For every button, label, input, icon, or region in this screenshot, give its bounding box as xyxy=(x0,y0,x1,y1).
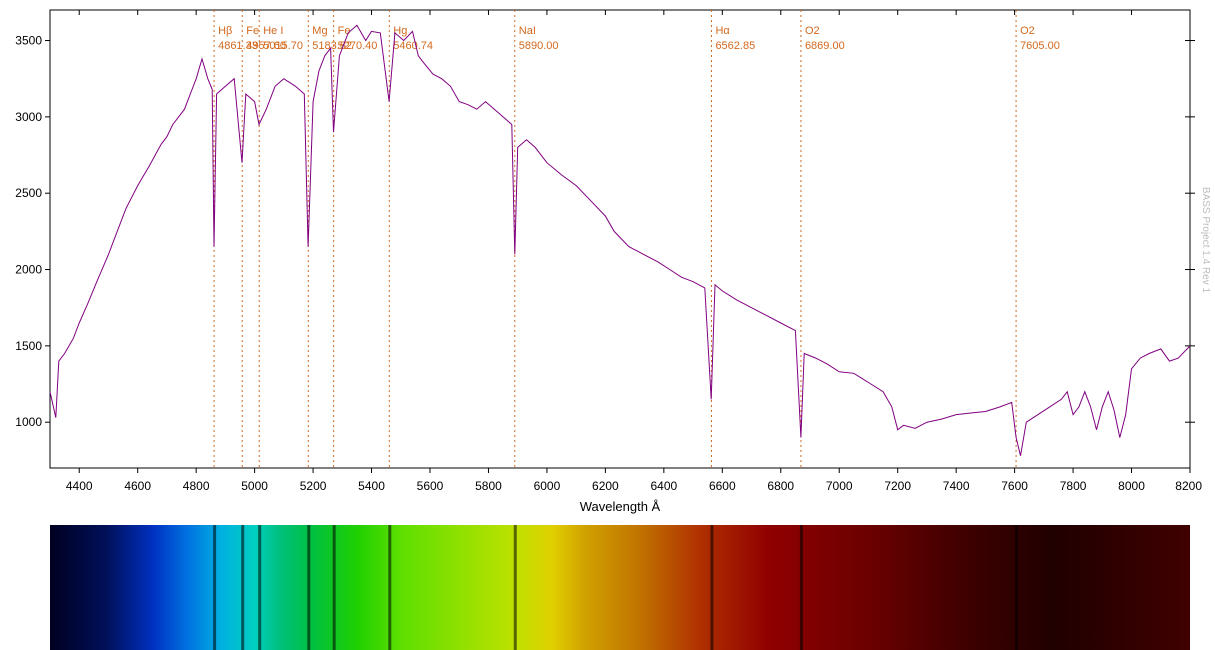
color-spectrum-strip xyxy=(50,525,1190,650)
x-tick-label: 6600 xyxy=(709,479,736,493)
x-tick-label: 5200 xyxy=(300,479,327,493)
absorption-band xyxy=(213,525,217,650)
absorption-band xyxy=(241,525,245,650)
x-tick-label: 8000 xyxy=(1118,479,1145,493)
x-tick-label: 7600 xyxy=(1001,479,1028,493)
spectral-line-wavelength: 6562.85 xyxy=(715,40,755,52)
spectral-line-wavelength: 5015.70 xyxy=(263,40,303,52)
spectral-line-name: O2 xyxy=(1020,25,1035,37)
absorption-band xyxy=(710,525,714,650)
x-tick-label: 5600 xyxy=(417,479,444,493)
spectral-line-name: Fe xyxy=(246,25,259,37)
plot-frame xyxy=(49,9,1191,469)
y-tick-label: 1000 xyxy=(15,415,42,429)
absorption-band xyxy=(1015,525,1019,650)
x-tick-label: 4800 xyxy=(183,479,210,493)
x-tick-label: 4400 xyxy=(66,479,93,493)
spectral-line-name: Mg xyxy=(312,25,327,37)
spectral-line-name: Hg xyxy=(393,25,407,37)
spectral-line-wavelength: 5890.00 xyxy=(519,40,559,52)
x-tick-label: 6000 xyxy=(534,479,561,493)
x-tick-label: 4600 xyxy=(124,479,151,493)
spectral-line-wavelength: 5460.74 xyxy=(393,40,433,52)
absorption-band xyxy=(799,525,803,650)
y-tick-label: 3000 xyxy=(15,110,42,124)
spectral-line-wavelength: 7605.00 xyxy=(1020,40,1060,52)
spectral-line-wavelength: 6869.00 xyxy=(805,40,845,52)
absorption-band xyxy=(258,525,262,650)
spectrum-chart: 4400 4600 4800 5000 5200 5400 5600 5800 6000 6200… xyxy=(15,9,1211,514)
spectral-line-wavelength: 4957.60 xyxy=(246,40,286,52)
axis-ticks: 4400 4600 4800 5000 5200 5400 5600 5800 6000 6200… xyxy=(15,10,1202,493)
x-tick-label: 5000 xyxy=(241,479,268,493)
absorption-bands xyxy=(213,525,1019,650)
spectral-line-name: O2 xyxy=(805,25,820,37)
absorption-band xyxy=(332,525,336,650)
x-tick-label: 6400 xyxy=(650,479,677,493)
y-tick-label: 3500 xyxy=(15,34,42,48)
spectral-line-name: He I xyxy=(263,25,283,37)
spectral-line-name: Hα xyxy=(715,25,730,37)
y-tick-label: 2000 xyxy=(15,263,42,277)
spectral-line-wavelength: 4861.33 xyxy=(218,40,258,52)
x-tick-label: 7000 xyxy=(826,479,853,493)
absorption-band xyxy=(513,525,517,650)
x-tick-label: 6200 xyxy=(592,479,619,493)
y-tick-label: 1500 xyxy=(15,339,42,353)
x-axis-title: Wavelength Å xyxy=(580,499,661,514)
watermark-text: BASS Project 1.4 Rev 1 xyxy=(1200,187,1211,294)
x-tick-label: 7200 xyxy=(884,479,911,493)
x-tick-label: 5800 xyxy=(475,479,502,493)
spectral-line-name: Fe xyxy=(338,25,351,37)
spectral-line-name: Hβ xyxy=(218,25,232,37)
x-tick-label: 7800 xyxy=(1060,479,1087,493)
y-tick-label: 2500 xyxy=(15,186,42,200)
series-line xyxy=(49,24,1191,456)
x-tick-label: 7400 xyxy=(943,479,970,493)
x-tick-label: 8200 xyxy=(1175,479,1202,493)
spectral-line-name: NaI xyxy=(519,25,536,37)
spectral-line-wavelength: 5270.40 xyxy=(338,40,378,52)
absorption-band xyxy=(388,525,392,650)
absorption-band xyxy=(307,525,311,650)
x-tick-label: 5400 xyxy=(358,479,385,493)
spectrum-gradient xyxy=(50,525,1190,650)
x-tick-label: 6800 xyxy=(767,479,794,493)
